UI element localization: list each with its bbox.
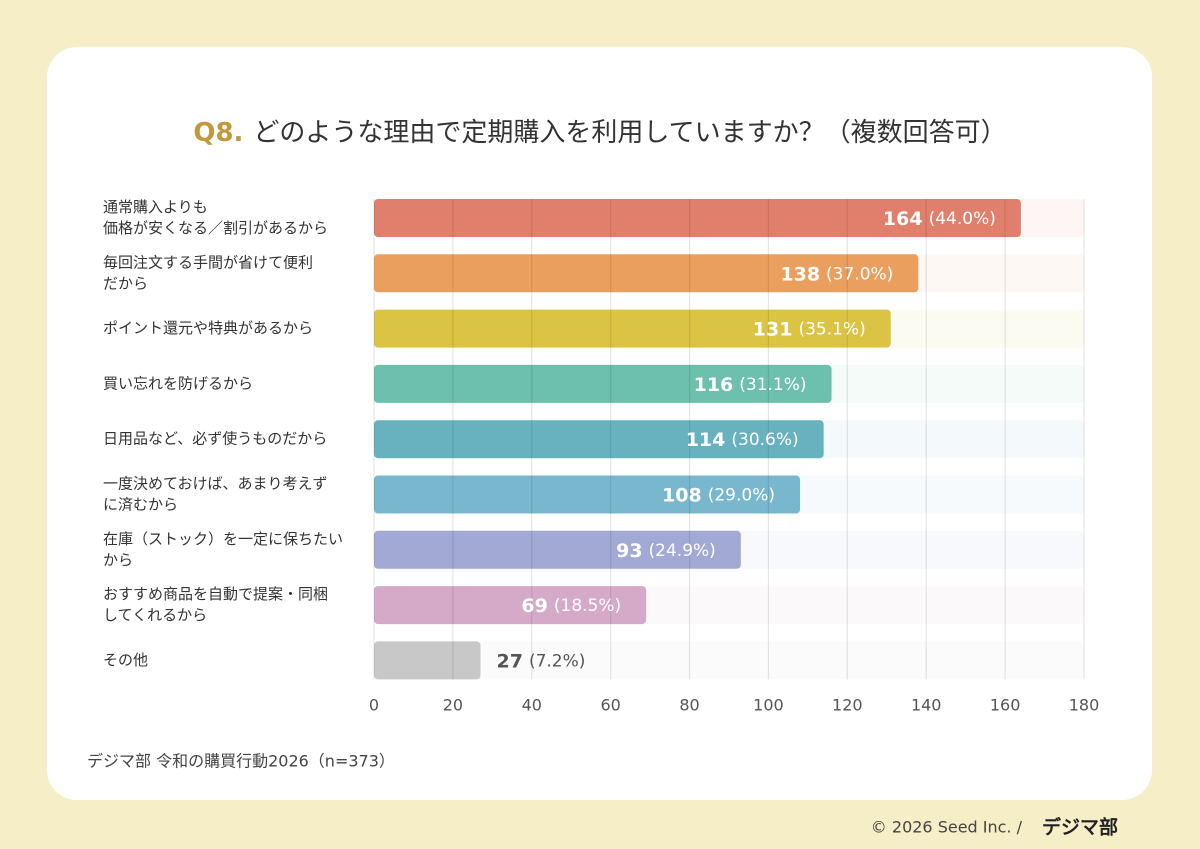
value-percent: (18.5%) [554,596,621,616]
x-tick-label: 0 [369,696,379,715]
x-tick-label: 160 [990,696,1021,715]
title-prefix: Q8. [193,118,243,148]
value-percent: (37.0%) [826,264,893,284]
value-label: 27 (7.2%) [497,650,586,672]
y-tick-label: 買い忘れを防げるから [103,374,253,392]
bar [374,586,647,625]
x-tick-label: 180 [1069,696,1100,715]
value-percent: (7.2%) [529,651,585,671]
y-tick-label: その他 [103,651,148,669]
value-label: 164 (44.0%) [883,208,996,230]
bar [374,475,800,514]
value-label: 114 (30.6%) [686,429,799,451]
value-label: 69 (18.5%) [521,595,621,617]
x-tick-label: 60 [600,696,620,715]
y-tick-label: に済むから [103,496,178,514]
value-percent: (24.9%) [649,541,716,561]
y-tick-label: 一度決めておけば、あまり考えず [103,475,328,493]
bar [374,641,481,680]
y-tick-label: ポイント還元や特典があるから [103,319,313,337]
value-label: 138 (37.0%) [780,263,893,285]
value-number: 164 [883,208,923,230]
title-text: どのような理由で定期購入を利用していますか？（複数回答可） [253,118,1006,148]
value-number: 138 [780,263,820,285]
value-label: 131 (35.1%) [753,318,866,340]
value-number: 116 [694,373,734,395]
y-tick-label: 毎回注文する手間が省けて便利 [103,253,313,271]
bar [374,309,891,348]
bar [374,199,1021,237]
value-percent: (29.0%) [708,486,775,506]
x-tick-label: 140 [911,696,942,715]
chart-title: Q8. どのような理由で定期購入を利用していますか？（複数回答可） [193,118,1006,148]
value-number: 108 [662,484,702,506]
bar [374,254,919,293]
x-tick-label: 80 [679,696,699,715]
y-tick-label: 通常購入よりも [103,198,208,216]
bar [374,530,741,569]
value-number: 27 [497,650,523,672]
value-label: 116 (31.1%) [694,373,807,395]
value-label: 108 (29.0%) [662,484,775,506]
y-tick-label: おすすめ商品を自動で提案・同梱 [103,585,328,603]
bar [374,420,824,459]
source: デジマ部 令和の購買行動2026（n=373） [87,752,395,771]
value-number: 131 [753,318,793,340]
x-tick-label: 120 [832,696,863,715]
logo: デジマ部 [1042,816,1118,839]
x-tick-label: 20 [443,696,463,715]
bar-track [374,641,1084,680]
y-tick-label: 日用品など、必ず使うものだから [103,430,327,448]
y-tick-label: 在庫（ストック）を一定に保ちたい [103,530,343,548]
y-tick-label: から [103,551,133,569]
y-tick-label: だから [103,274,148,292]
value-number: 69 [521,595,547,617]
x-tick-label: 100 [753,696,784,715]
value-percent: (44.0%) [929,209,996,229]
value-percent: (35.1%) [798,320,865,340]
y-tick-label: 価格が安くなる／割引があるから [103,219,328,237]
value-percent: (31.1%) [739,375,806,395]
y-tick-label: してくれるから [103,606,207,624]
value-label: 93 (24.9%) [616,539,716,561]
value-number: 93 [616,539,642,561]
x-tick-label: 40 [522,696,542,715]
value-number: 114 [686,429,726,451]
copyright: © 2026 Seed Inc. / [871,818,1023,837]
bar [374,364,832,403]
value-percent: (30.6%) [731,430,798,450]
